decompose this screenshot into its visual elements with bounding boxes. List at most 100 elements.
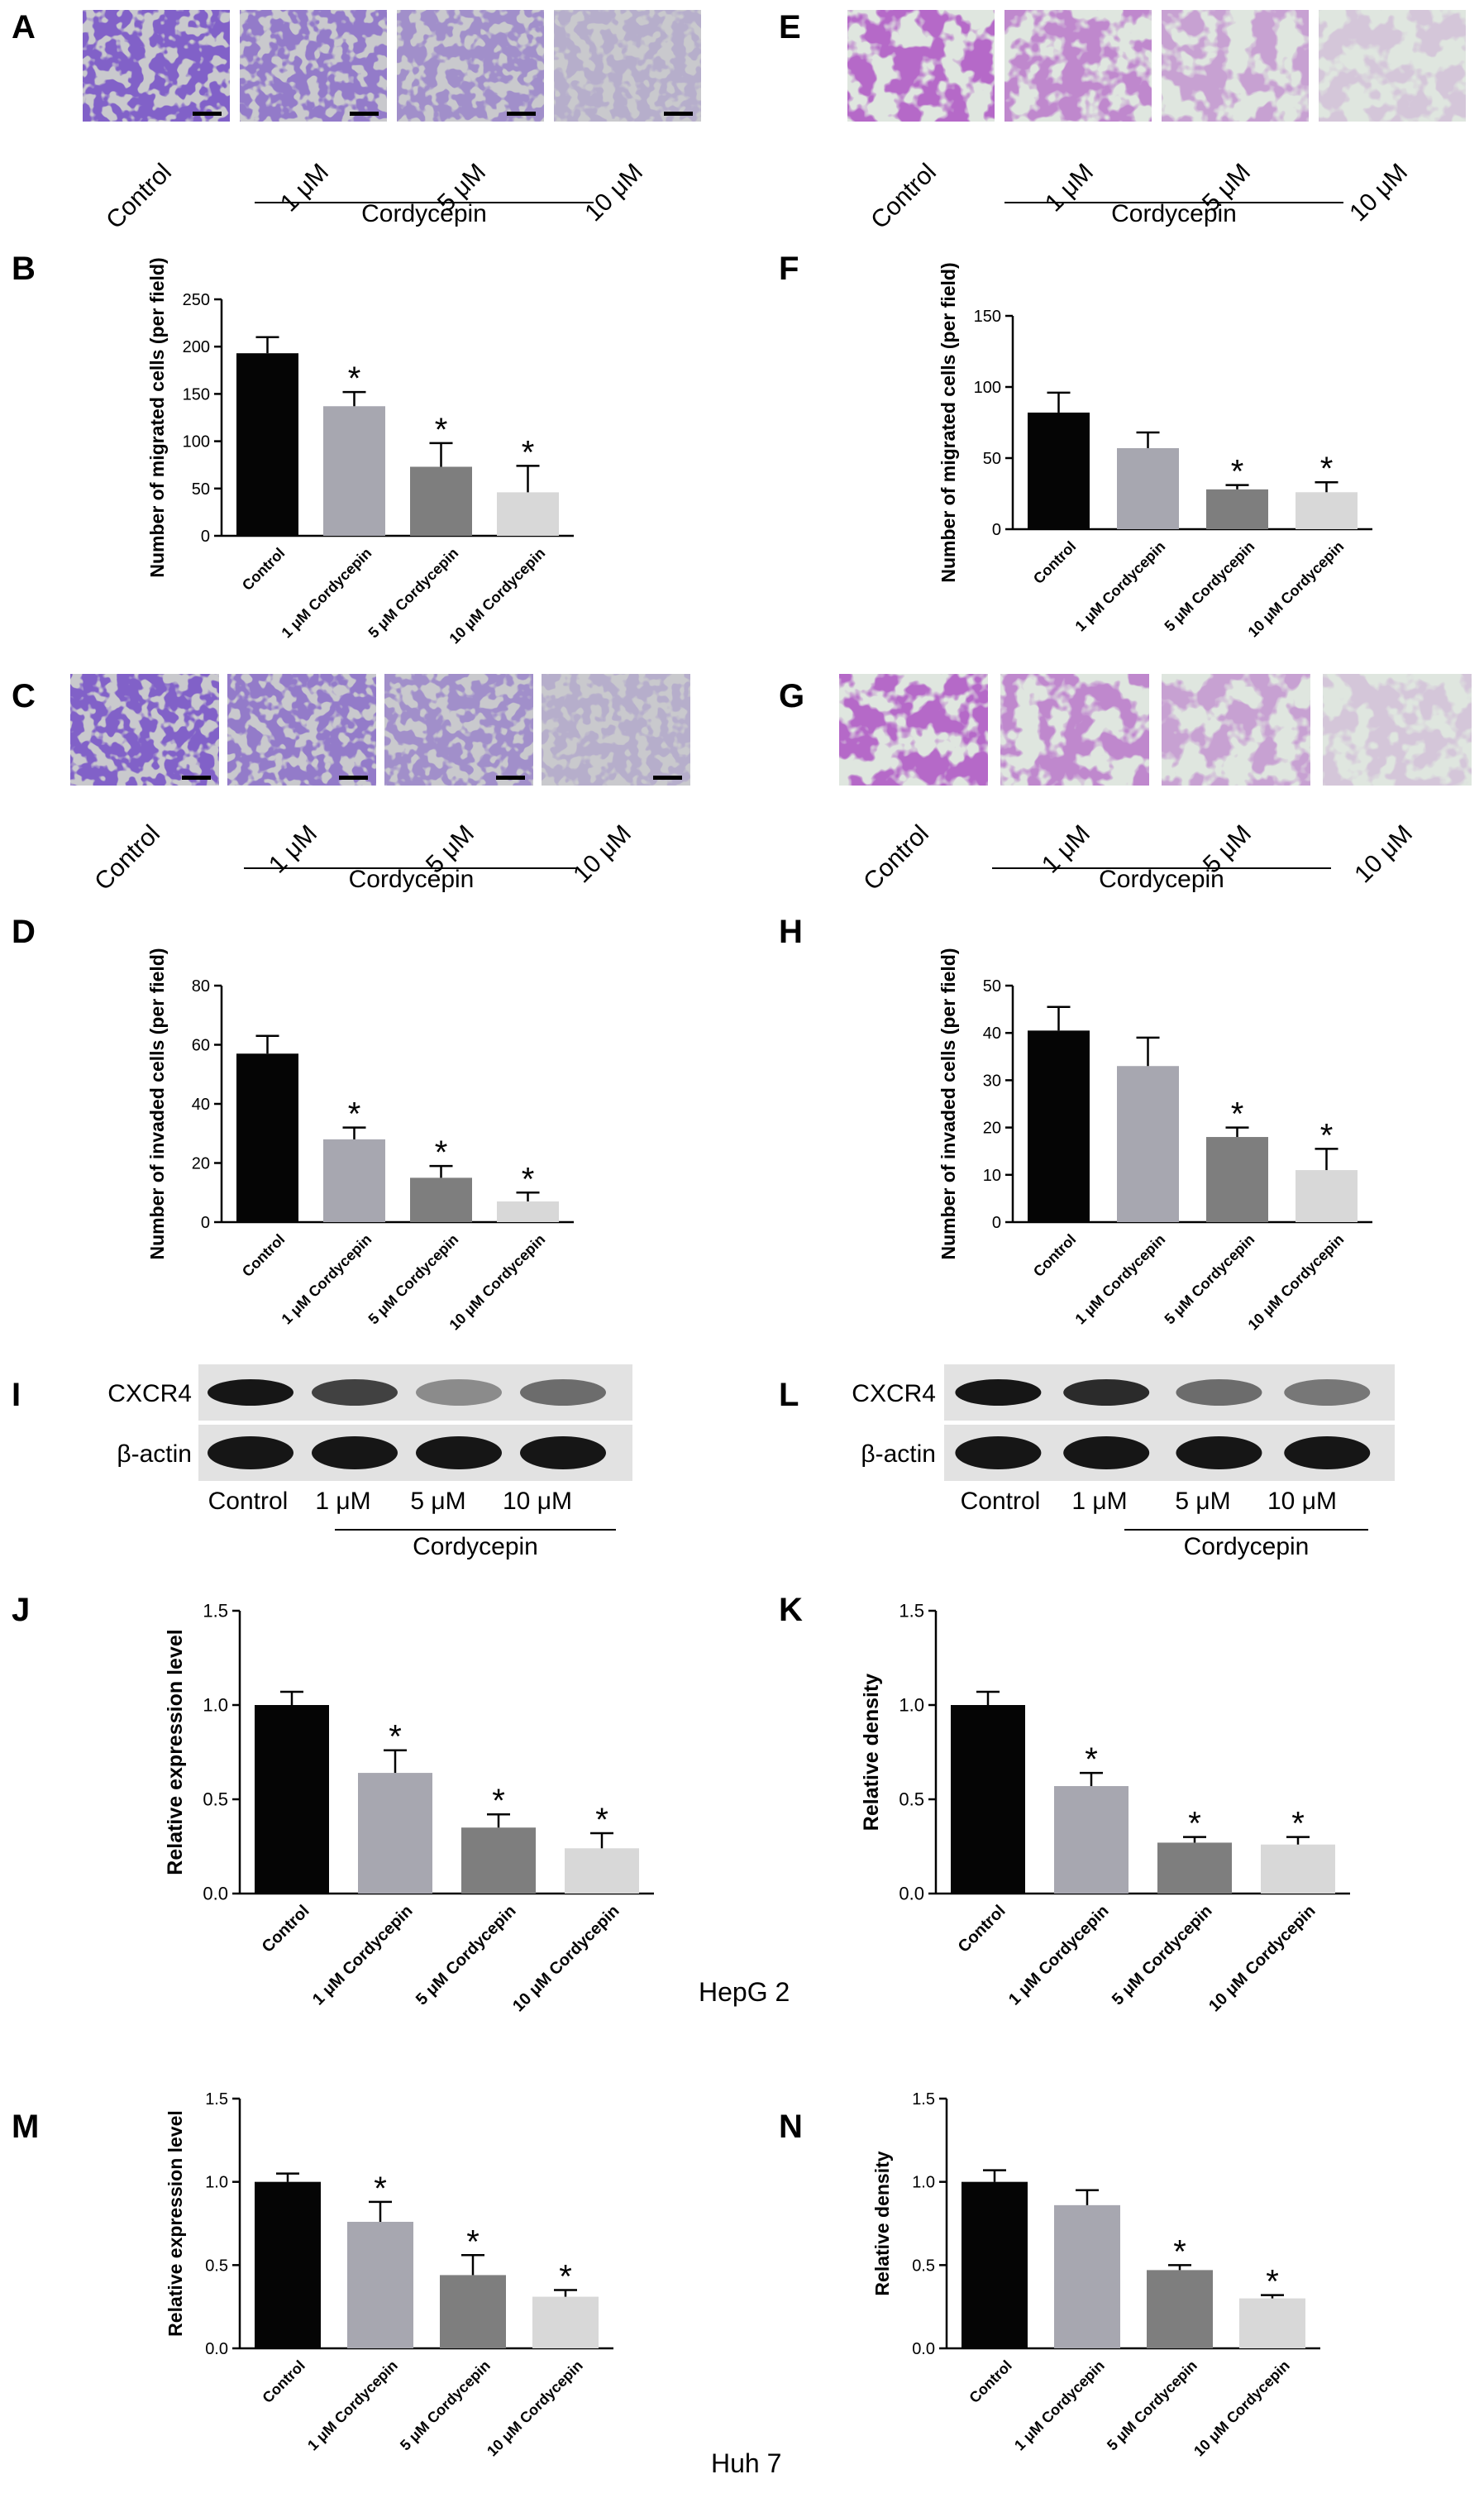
bar-B-4	[497, 492, 559, 536]
bar-N-1	[961, 2181, 1028, 2348]
y-tick-label: 50	[983, 450, 1001, 468]
scale-bar	[339, 776, 368, 780]
blot-band	[520, 1379, 606, 1406]
bar-J-3	[461, 1827, 536, 1894]
panel-letter-H: H	[779, 914, 803, 950]
x-tick-label: 10 μM Cordycepin	[1245, 538, 1348, 641]
y-axis-label: Relative expression level	[165, 2110, 186, 2337]
micrograph-stain-C-4	[542, 674, 690, 786]
significance-marker: *	[466, 2223, 480, 2260]
blot-band	[1176, 1379, 1262, 1406]
y-tick-label: 40	[192, 1096, 210, 1114]
chart-K: 0.0 0.5 1.0 1.5 Relative density Control * 1 μM…	[860, 1601, 1350, 2015]
blot-band	[312, 1379, 398, 1406]
bar-F-3	[1206, 489, 1268, 529]
chart-M: 0.0 0.5 1.0 1.5 Relative expression level Con…	[165, 2090, 613, 2459]
significance-marker: *	[1173, 2233, 1186, 2270]
bar-J-4	[565, 1848, 639, 1894]
y-tick-label: 0.5	[205, 2257, 228, 2275]
y-tick-label: 0	[992, 1214, 1001, 1232]
micrograph-stain-A-2	[240, 10, 387, 122]
significance-marker: *	[374, 2171, 387, 2207]
x-tick-label: 1 μM Cordycepin	[1072, 538, 1169, 635]
panel-letter-B: B	[12, 251, 36, 287]
bar-F-4	[1296, 492, 1358, 529]
chart-F: 0 50 100 150 Number of migrated cells (per f…	[938, 262, 1372, 640]
micrograph-stain-G-4	[1323, 674, 1472, 786]
blot-lane-label: 10 μM	[503, 1488, 572, 1515]
significance-marker: *	[522, 434, 535, 470]
y-tick-label: 0	[201, 528, 210, 546]
blot-lane-label: Control	[961, 1488, 1041, 1515]
micrograph-label: 10 μM	[1349, 820, 1418, 889]
micrograph-label: Control	[89, 820, 165, 896]
micrograph-label: 10 μM	[580, 159, 648, 227]
y-axis-label: Relative density	[860, 1674, 883, 1831]
y-tick-label: 40	[983, 1025, 1001, 1043]
bar-J-1	[255, 1705, 329, 1894]
significance-marker: *	[389, 1719, 402, 1755]
bar-M-4	[532, 2296, 599, 2348]
x-tick-label: 5 μM Cordycepin	[1162, 538, 1258, 635]
significance-marker: *	[435, 1134, 448, 1171]
x-tick-label: 5 μM Cordycepin	[1162, 1231, 1258, 1328]
group-label: Cordycepin	[349, 866, 475, 893]
bar-H-1	[1028, 1030, 1090, 1222]
blot-band	[416, 1379, 502, 1406]
blot-lane-label: 1 μM	[1071, 1488, 1127, 1515]
bar-M-3	[440, 2275, 506, 2348]
group-label: Cordycepin	[1184, 1533, 1310, 1560]
bar-K-3	[1157, 1842, 1232, 1894]
panel-letter-F: F	[779, 251, 799, 287]
bar-D-3	[410, 1177, 472, 1222]
blot-band	[520, 1436, 606, 1469]
scale-bar	[507, 112, 536, 116]
panel-letter-D: D	[12, 914, 36, 950]
group-label: Cordycepin	[361, 200, 487, 227]
group-label: Cordycepin	[1099, 866, 1224, 893]
x-tick-label: 10 μM Cordycepin	[446, 545, 549, 647]
y-tick-label: 100	[183, 433, 210, 451]
y-tick-label: 50	[983, 977, 1001, 996]
bar-B-2	[323, 406, 385, 536]
x-tick-label: Control	[259, 2357, 308, 2406]
bar-H-4	[1296, 1170, 1358, 1222]
y-tick-label: 1.5	[899, 1601, 924, 1622]
panel-letter-C: C	[12, 678, 36, 714]
chart-B: 0 50 100 150 200 250 Number of migrated cells …	[146, 257, 574, 647]
panel-letter-M: M	[12, 2109, 39, 2145]
significance-marker: *	[435, 412, 448, 448]
x-tick-label: 10 μM Cordycepin	[509, 1902, 623, 2015]
y-tick-label: 30	[983, 1072, 1001, 1090]
panel-letter-J: J	[12, 1592, 30, 1628]
y-tick-label: 1.0	[203, 1695, 228, 1716]
y-tick-label: 0.5	[899, 1789, 924, 1810]
blot-lane-label: 1 μM	[315, 1488, 370, 1515]
y-tick-label: 100	[974, 379, 1001, 397]
scale-bar	[496, 776, 525, 780]
micrograph-stain-E-3	[1162, 10, 1309, 122]
significance-marker: *	[492, 1783, 505, 1819]
chart-D: 0 20 40 60 80 Number of invaded cells (per fi…	[146, 948, 574, 1333]
y-axis-label: Number of migrated cells (per field)	[938, 262, 959, 582]
blot-row-label: β-actin	[861, 1440, 936, 1468]
micrograph-label: Control	[101, 159, 177, 235]
blot-band	[416, 1436, 502, 1469]
y-tick-label: 1.5	[205, 2090, 228, 2109]
x-tick-label: 1 μM Cordycepin	[1072, 1231, 1169, 1328]
significance-marker: *	[348, 1096, 361, 1133]
y-tick-label: 0.5	[912, 2257, 935, 2275]
y-axis-label: Relative expression level	[164, 1629, 187, 1875]
bar-D-1	[236, 1053, 298, 1222]
blot-lane-label: 5 μM	[410, 1488, 465, 1515]
bar-K-1	[951, 1705, 1025, 1894]
bar-H-2	[1117, 1066, 1179, 1222]
significance-marker: *	[522, 1161, 535, 1197]
significance-marker: *	[1231, 454, 1244, 490]
micrograph-stain-C-2	[227, 674, 376, 786]
bar-F-1	[1028, 412, 1090, 529]
panel-letter-N: N	[779, 2109, 803, 2145]
bar-B-1	[236, 353, 298, 536]
y-tick-label: 10	[983, 1167, 1001, 1185]
blot-lane-label: 10 μM	[1267, 1488, 1337, 1515]
